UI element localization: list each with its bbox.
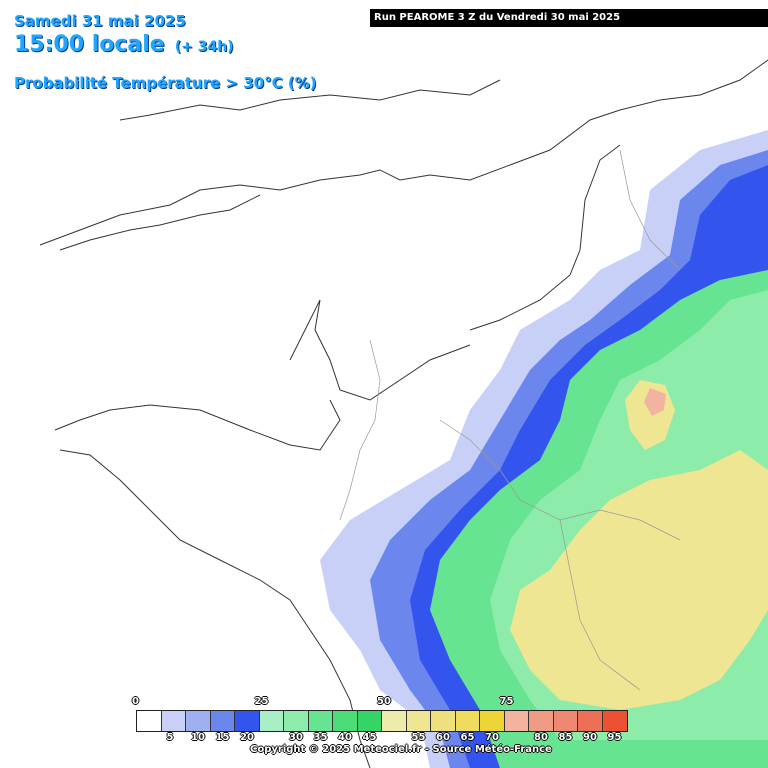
legend-major-label: 75 (499, 696, 514, 707)
legend-minor-label: 85 (558, 732, 573, 743)
legend-minor-label: 80 (534, 732, 548, 743)
legend-minor-label: 30 (289, 732, 303, 743)
legend-swatch (382, 711, 407, 731)
forecast-lead: (+ 34h) (174, 39, 234, 55)
legend-minor-label: 45 (362, 732, 377, 743)
legend-swatch (504, 711, 529, 731)
forecast-time-label: 15:00 locale (14, 32, 165, 57)
legend-minor-label: 55 (411, 732, 426, 743)
legend-scale (136, 710, 628, 732)
legend-swatch (308, 711, 333, 731)
probability-band-55-70 (510, 450, 768, 710)
run-banner: Run PEAROME 3 Z du Vendredi 30 mai 2025 (370, 9, 768, 27)
parameter-title: Probabilité Température > 30°C (%) (14, 74, 317, 92)
legend-minor-label: 35 (313, 732, 328, 743)
region-borders (339, 149, 681, 691)
legend-minor-label: 95 (607, 732, 622, 743)
legend-minor-label: 90 (583, 732, 597, 743)
coastlines (39, 59, 768, 768)
copyright: Copyright © 2025 Meteociel.fr - Source M… (250, 744, 552, 755)
legend-swatch (578, 711, 603, 731)
legend-swatch (259, 711, 284, 731)
legend-minor-label: 60 (436, 732, 450, 743)
legend-swatch (431, 711, 456, 731)
legend-swatch (161, 711, 186, 731)
legend-major-label: 0 (132, 696, 139, 707)
legend-swatch (406, 711, 431, 731)
probability-band-80 (644, 388, 666, 416)
legend-minor-label: 15 (215, 732, 230, 743)
legend-minor-label: 10 (191, 732, 205, 743)
legend-swatch (480, 711, 505, 731)
legend-swatch (284, 711, 309, 731)
legend-minor-label: 20 (240, 732, 254, 743)
legend-swatch (235, 711, 260, 731)
legend-minor-label: 40 (338, 732, 352, 743)
legend-major-label: 25 (254, 696, 269, 707)
legend-swatch (357, 711, 382, 731)
legend-swatch (553, 711, 578, 731)
legend-minor-label: 65 (460, 732, 475, 743)
legend-minor-label: 5 (166, 732, 174, 743)
legend-swatch (137, 711, 162, 731)
legend-swatch (210, 711, 235, 731)
legend-swatch (333, 711, 358, 731)
forecast-time: 15:00 locale (+ 34h) (14, 32, 234, 57)
legend-swatch (186, 711, 211, 731)
legend-minor-label: 70 (485, 732, 499, 743)
legend-swatch (455, 711, 480, 731)
legend-swatch (602, 711, 627, 731)
legend-major-label: 50 (377, 696, 391, 707)
forecast-date: Samedi 31 mai 2025 (14, 12, 186, 30)
legend-swatch (529, 711, 554, 731)
